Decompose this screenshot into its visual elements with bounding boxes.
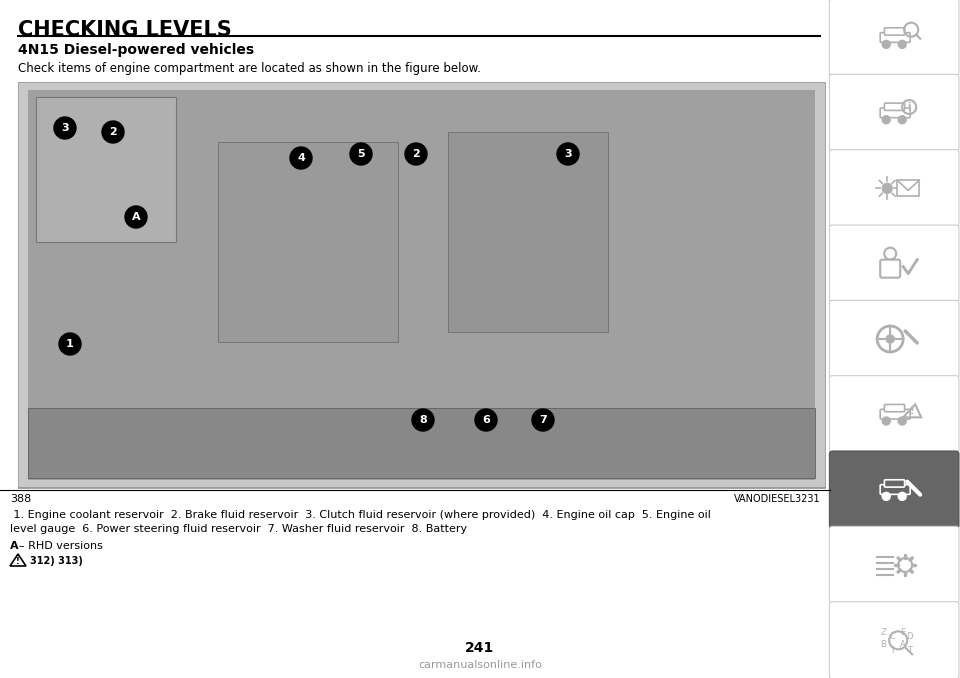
Text: 7: 7	[540, 415, 547, 425]
FancyBboxPatch shape	[880, 260, 900, 278]
Bar	[448, 132, 608, 332]
Text: 388: 388	[10, 494, 32, 504]
FancyBboxPatch shape	[880, 33, 910, 42]
Text: i: i	[907, 102, 911, 112]
Text: A: A	[10, 541, 18, 551]
Circle shape	[882, 41, 890, 48]
Text: A: A	[900, 640, 906, 649]
Circle shape	[886, 335, 894, 343]
FancyBboxPatch shape	[829, 451, 959, 528]
Circle shape	[405, 143, 427, 165]
Text: 1. Engine coolant reservoir  2. Brake fluid reservoir  3. Clutch fluid reservoir: 1. Engine coolant reservoir 2. Brake flu…	[10, 510, 710, 520]
FancyBboxPatch shape	[884, 103, 904, 111]
Text: 3: 3	[564, 149, 572, 159]
Bar	[36, 97, 176, 242]
Text: E: E	[900, 628, 906, 637]
FancyBboxPatch shape	[829, 376, 959, 453]
Bar	[28, 90, 815, 480]
Text: 312) 313): 312) 313)	[30, 556, 83, 566]
Text: !: !	[16, 557, 20, 567]
Text: 2: 2	[109, 127, 117, 137]
Text: – RHD versions: – RHD versions	[19, 541, 103, 551]
Text: level gauge  6. Power steering fluid reservoir  7. Washer fluid reservoir  8. Ba: level gauge 6. Power steering fluid rese…	[10, 524, 468, 534]
Circle shape	[125, 206, 147, 228]
FancyBboxPatch shape	[829, 526, 959, 603]
FancyBboxPatch shape	[829, 0, 959, 77]
FancyBboxPatch shape	[884, 28, 904, 35]
Circle shape	[475, 409, 497, 431]
Circle shape	[290, 147, 312, 169]
Circle shape	[899, 417, 906, 425]
Text: C: C	[889, 632, 895, 641]
FancyBboxPatch shape	[880, 410, 910, 419]
Text: VANODIESEL3231: VANODIESEL3231	[733, 494, 821, 504]
Text: T: T	[906, 646, 912, 655]
Text: B: B	[880, 640, 886, 649]
Text: 3: 3	[61, 123, 69, 133]
Circle shape	[882, 116, 890, 123]
Bar	[218, 142, 398, 342]
Bar	[898, 180, 920, 197]
Circle shape	[882, 417, 890, 425]
Text: 241: 241	[466, 641, 494, 655]
Text: A: A	[132, 212, 140, 222]
Text: 4N15 Diesel-powered vehicles: 4N15 Diesel-powered vehicles	[18, 43, 254, 57]
Text: CHECKING LEVELS: CHECKING LEVELS	[18, 20, 231, 40]
Circle shape	[412, 409, 434, 431]
Circle shape	[899, 41, 906, 48]
Circle shape	[102, 121, 124, 143]
Circle shape	[557, 143, 579, 165]
FancyBboxPatch shape	[884, 480, 904, 487]
Text: Check items of engine compartment are located as shown in the figure below.: Check items of engine compartment are lo…	[18, 62, 481, 75]
FancyBboxPatch shape	[880, 485, 910, 494]
Text: 6: 6	[482, 415, 490, 425]
Text: 5: 5	[357, 149, 365, 159]
Circle shape	[54, 117, 76, 139]
Text: 1: 1	[66, 339, 74, 349]
Bar	[18, 82, 826, 488]
FancyBboxPatch shape	[829, 300, 959, 378]
FancyBboxPatch shape	[829, 225, 959, 302]
Text: carmanualsonline.info: carmanualsonline.info	[418, 660, 542, 670]
FancyBboxPatch shape	[829, 601, 959, 678]
Circle shape	[882, 492, 890, 500]
Circle shape	[882, 183, 892, 193]
Text: I: I	[891, 646, 894, 655]
FancyBboxPatch shape	[829, 150, 959, 227]
Circle shape	[59, 333, 81, 355]
Text: 2: 2	[412, 149, 420, 159]
FancyBboxPatch shape	[829, 75, 959, 152]
Circle shape	[899, 492, 906, 500]
Text: !: !	[910, 406, 915, 416]
Text: D: D	[906, 632, 912, 641]
Circle shape	[350, 143, 372, 165]
FancyBboxPatch shape	[884, 405, 904, 412]
Text: 8: 8	[420, 415, 427, 425]
Circle shape	[899, 116, 906, 123]
FancyBboxPatch shape	[880, 108, 910, 118]
Text: Z: Z	[880, 628, 886, 637]
Bar	[28, 408, 815, 478]
Circle shape	[532, 409, 554, 431]
Text: 4: 4	[297, 153, 305, 163]
